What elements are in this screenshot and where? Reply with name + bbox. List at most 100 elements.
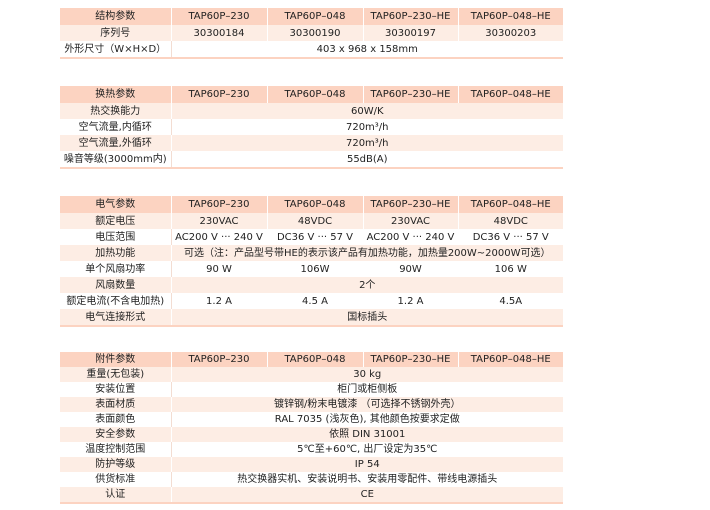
model-column-header: TAP60P–230–HE xyxy=(362,86,458,103)
row-label: 外形尺寸（W×H×D） xyxy=(60,41,172,59)
model-column-header: TAP60P–230 xyxy=(170,86,267,103)
section-title: 换热参数 xyxy=(60,86,171,103)
row-value: 2个 xyxy=(170,277,563,293)
accessory-spec-table: 附件参数 TAP60P–230 TAP60P–048 TAP60P–230–HE TAP… xyxy=(60,352,563,504)
table-row: 表面颜色 RAL 7035 (浅灰色), 其他颜色按要求定做 xyxy=(60,412,563,427)
row-value: 90 W xyxy=(170,261,267,277)
row-value: DC36 V ··· 57 V xyxy=(457,229,563,245)
header-row: 换热参数 TAP60P–230 TAP60P–048 TAP60P–230–HE TAP… xyxy=(60,86,563,103)
row-label: 温度控制范围 xyxy=(60,442,172,457)
table-row: 额定电压 230VAC 48VDC 230VAC 48VDC xyxy=(60,213,563,229)
table-row: 防护等级 IP 54 xyxy=(60,457,563,472)
row-label: 序列号 xyxy=(60,25,171,41)
section-title: 电气参数 xyxy=(60,196,171,213)
table-row: 认证 CE xyxy=(60,487,563,504)
model-column-header: TAP60P–048–HE xyxy=(457,352,563,367)
row-value: 镀锌钢/粉末电镀漆 （可选择不锈钢外壳） xyxy=(170,397,563,412)
row-value: 403 x 968 x 158mm xyxy=(170,41,563,59)
row-value: 可选（注：产品型号带HE的表示该产品有加热功能，加热量200W~2000W可选） xyxy=(170,245,563,261)
row-value: 30300197 xyxy=(362,25,458,41)
row-value: AC200 V ··· 240 V xyxy=(170,229,267,245)
row-value: 30300203 xyxy=(457,25,563,41)
row-label: 重量(无包装) xyxy=(60,367,171,382)
row-value: 720m³/h xyxy=(170,119,563,135)
table-row: 热交换能力 60W/K xyxy=(60,103,563,119)
row-value: 48VDC xyxy=(266,213,363,229)
table-row: 安全参数 依照 DIN 31001 xyxy=(60,427,563,442)
table-row: 额定电流(不含电加热) 1.2 A 4.5 A 1.2 A 4.5A xyxy=(60,293,563,309)
model-column-header: TAP60P–048 xyxy=(266,352,363,367)
row-value: 4.5A xyxy=(457,293,563,309)
table-row: 风扇数量 2个 xyxy=(60,277,563,293)
row-label: 额定电压 xyxy=(60,213,171,229)
model-column-header: TAP60P–048 xyxy=(266,86,363,103)
table-row: 噪音等级(3000mm内) 55dB(A) xyxy=(60,151,563,169)
section-title: 结构参数 xyxy=(60,8,171,25)
row-value: 55dB(A) xyxy=(170,151,563,169)
table-row: 重量(无包装) 30 kg xyxy=(60,367,563,382)
electrical-spec-table: 电气参数 TAP60P–230 TAP60P–048 TAP60P–230–HE TAP… xyxy=(60,196,563,327)
row-label: 供货标准 xyxy=(60,472,172,487)
model-column-header: TAP60P–230–HE xyxy=(362,8,458,25)
header-row: 结构参数 TAP60P–230 TAP60P–048 TAP60P–230–HE TAP… xyxy=(60,8,563,25)
row-value: 48VDC xyxy=(457,213,563,229)
row-value: 依照 DIN 31001 xyxy=(170,427,563,442)
model-column-header: TAP60P–230 xyxy=(170,196,267,213)
row-value: 5℃至+60℃, 出厂设定为35℃ xyxy=(170,442,563,457)
row-label: 表面材质 xyxy=(60,397,171,412)
row-value: 230VAC xyxy=(170,213,267,229)
table-row: 外形尺寸（W×H×D） 403 x 968 x 158mm xyxy=(60,41,563,59)
table-row: 安装位置 柜门或柜侧板 xyxy=(60,382,563,397)
row-value: 国标插头 xyxy=(170,309,563,327)
row-value: 60W/K xyxy=(170,103,563,119)
row-value: 1.2 A xyxy=(362,293,458,309)
row-label: 加热功能 xyxy=(60,245,171,261)
row-value: AC200 V ··· 240 V xyxy=(362,229,458,245)
table-row: 加热功能 可选（注：产品型号带HE的表示该产品有加热功能，加热量200W~2000… xyxy=(60,245,563,261)
model-column-header: TAP60P–048 xyxy=(266,196,363,213)
row-value: 106 W xyxy=(457,261,563,277)
row-value: 30300190 xyxy=(266,25,363,41)
row-label: 单个风扇功率 xyxy=(60,261,172,277)
row-value: 热交换器实机、安装说明书、安装用零配件、带线电源插头 xyxy=(170,472,563,487)
row-value: 230VAC xyxy=(362,213,458,229)
row-value: 90W xyxy=(362,261,458,277)
row-value: DC36 V ··· 57 V xyxy=(266,229,363,245)
model-column-header: TAP60P–048 xyxy=(266,8,363,25)
row-label: 防护等级 xyxy=(60,457,171,472)
row-value: 720m³/h xyxy=(170,135,563,151)
row-label: 表面颜色 xyxy=(60,412,172,427)
model-column-header: TAP60P–230 xyxy=(170,352,267,367)
table-row: 表面材质 镀锌钢/粉末电镀漆 （可选择不锈钢外壳） xyxy=(60,397,563,412)
row-label: 额定电流(不含电加热) xyxy=(60,293,172,309)
row-value: 106W xyxy=(266,261,363,277)
table-row: 单个风扇功率 90 W 106W 90W 106 W xyxy=(60,261,563,277)
table-row: 空气流量,外循环 720m³/h xyxy=(60,135,563,151)
row-label: 安装位置 xyxy=(60,382,172,397)
header-row: 电气参数 TAP60P–230 TAP60P–048 TAP60P–230–HE TAP… xyxy=(60,196,563,213)
row-value: 1.2 A xyxy=(170,293,267,309)
row-label: 电压范围 xyxy=(60,229,172,245)
row-label: 风扇数量 xyxy=(60,277,171,293)
header-row: 附件参数 TAP60P–230 TAP60P–048 TAP60P–230–HE TAP… xyxy=(60,352,563,367)
structure-spec-table: 结构参数 TAP60P–230 TAP60P–048 TAP60P–230–HE TAP… xyxy=(60,8,563,59)
table-row: 供货标准 热交换器实机、安装说明书、安装用零配件、带线电源插头 xyxy=(60,472,563,487)
table-row: 序列号 30300184 30300190 30300197 30300203 xyxy=(60,25,563,41)
row-label: 安全参数 xyxy=(60,427,171,442)
table-row: 电气连接形式 国标插头 xyxy=(60,309,563,327)
row-value: RAL 7035 (浅灰色), 其他颜色按要求定做 xyxy=(170,412,563,427)
model-column-header: TAP60P–230–HE xyxy=(362,352,458,367)
row-value: IP 54 xyxy=(170,457,563,472)
table-row: 空气流量,内循环 720m³/h xyxy=(60,119,563,135)
row-label: 热交换能力 xyxy=(60,103,171,119)
table-row: 温度控制范围 5℃至+60℃, 出厂设定为35℃ xyxy=(60,442,563,457)
row-label: 认证 xyxy=(60,487,171,504)
row-value: CE xyxy=(170,487,563,504)
row-label: 空气流量,外循环 xyxy=(60,135,171,151)
row-value: 柜门或柜侧板 xyxy=(170,382,563,397)
row-value: 30 kg xyxy=(170,367,563,382)
section-title: 附件参数 xyxy=(60,352,171,367)
row-label: 电气连接形式 xyxy=(60,309,171,327)
heat-exchange-spec-table: 换热参数 TAP60P–230 TAP60P–048 TAP60P–230–HE TAP… xyxy=(60,86,563,169)
table-row: 电压范围 AC200 V ··· 240 V DC36 V ··· 57 V AC20… xyxy=(60,229,563,245)
